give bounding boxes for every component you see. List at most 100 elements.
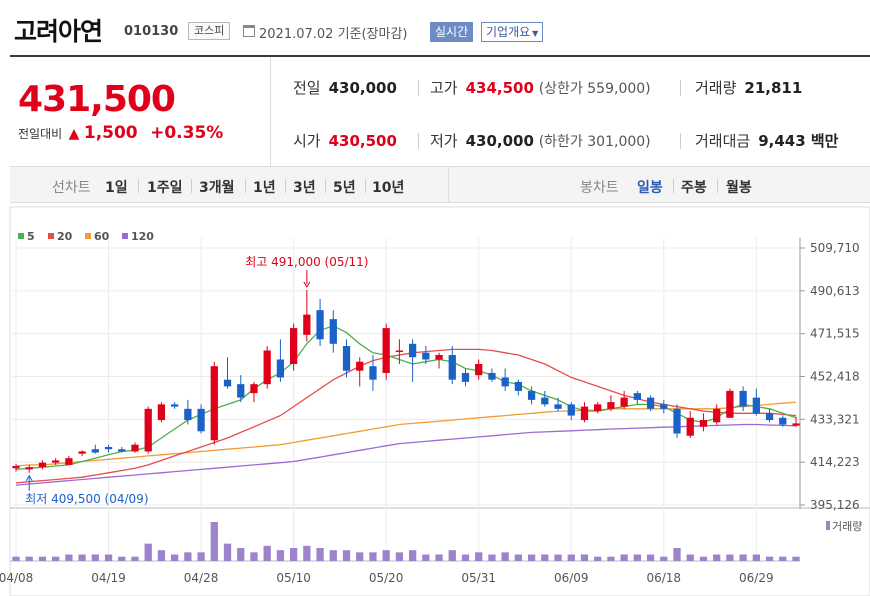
volume-bar bbox=[171, 554, 179, 561]
company-overview-button[interactable]: 기업개요 ▼ bbox=[481, 22, 544, 42]
candle bbox=[382, 323, 390, 380]
volume-bar bbox=[554, 554, 562, 561]
x-tick-label: 06/29 bbox=[739, 571, 774, 585]
realtime-button[interactable]: 실시간 bbox=[430, 22, 474, 42]
chevron-down-icon: ▼ bbox=[532, 29, 539, 38]
candle bbox=[461, 368, 470, 387]
volume-bar bbox=[792, 556, 800, 561]
candle-body bbox=[131, 444, 139, 452]
candle-body bbox=[699, 420, 708, 427]
candle-body bbox=[620, 397, 628, 407]
current-price: 431,500 bbox=[18, 79, 176, 120]
period-separator bbox=[285, 179, 286, 193]
change-label: 전일대비 bbox=[18, 127, 63, 141]
volume-bar bbox=[527, 554, 536, 561]
candle-body bbox=[673, 408, 681, 434]
period-3month[interactable]: 3개월 bbox=[199, 180, 235, 196]
date-basis: 2021.07.02 기준(장마감) bbox=[259, 27, 408, 42]
candle bbox=[554, 397, 562, 412]
candle bbox=[620, 390, 628, 409]
volume-bar bbox=[752, 554, 760, 561]
volume-bar bbox=[25, 556, 33, 561]
change-amount: 1,500 bbox=[83, 123, 138, 143]
y-tick-label: 433,321 bbox=[810, 412, 860, 426]
period-3year[interactable]: 3년 bbox=[293, 180, 316, 196]
period-separator bbox=[365, 179, 366, 193]
volume-bar bbox=[237, 548, 245, 561]
candle-body bbox=[197, 408, 205, 432]
legend-swatch bbox=[48, 233, 54, 239]
candle bbox=[276, 339, 285, 382]
candle-daily[interactable]: 일봉 bbox=[637, 180, 663, 196]
candle-body bbox=[607, 402, 615, 409]
volume-bar bbox=[65, 554, 73, 561]
candle bbox=[144, 406, 152, 454]
period-separator bbox=[138, 179, 139, 193]
candle-body bbox=[527, 390, 536, 400]
volume-bar bbox=[369, 552, 377, 561]
x-tick-label: 04/28 bbox=[184, 571, 219, 585]
y-tick-label: 490,613 bbox=[810, 284, 860, 298]
volume-label: 거래량 bbox=[695, 79, 737, 97]
calendar-icon bbox=[243, 25, 255, 37]
volume-bar bbox=[739, 554, 747, 561]
y-tick-label: 471,515 bbox=[810, 327, 860, 341]
chart-period-bar: 선차트 1일 1주일 3개월 1년 3년 5년 10년 봉차트 일봉 주봉 월봉 bbox=[10, 167, 870, 203]
volume-bar bbox=[408, 550, 417, 561]
candle bbox=[408, 339, 417, 382]
period-1week[interactable]: 1주일 bbox=[147, 180, 183, 196]
volume-bar bbox=[541, 554, 549, 561]
period-10year[interactable]: 10년 bbox=[372, 180, 405, 196]
volume-bar bbox=[342, 550, 351, 561]
volume-bar bbox=[620, 554, 628, 561]
candle bbox=[501, 368, 509, 391]
candle-body bbox=[382, 328, 390, 373]
legend-swatch bbox=[122, 233, 128, 239]
candle bbox=[673, 404, 681, 438]
candle-body bbox=[223, 379, 232, 387]
lower-limit: (하한가 301,000) bbox=[538, 134, 651, 150]
candle bbox=[607, 395, 615, 412]
candle-body bbox=[316, 310, 324, 340]
candle bbox=[316, 298, 324, 347]
candle bbox=[223, 357, 232, 389]
candle-body bbox=[118, 449, 126, 452]
candle-body bbox=[646, 397, 655, 409]
period-5year[interactable]: 5년 bbox=[333, 180, 356, 196]
trade-value-value: 9,443 백만 bbox=[758, 132, 839, 150]
volume-bar bbox=[382, 550, 390, 561]
volume-bar bbox=[144, 543, 152, 561]
up-arrow-icon: ▲ bbox=[68, 126, 80, 142]
x-tick-label: 05/31 bbox=[461, 571, 496, 585]
volume-bar bbox=[514, 554, 523, 561]
candle bbox=[303, 289, 311, 342]
volume-bar bbox=[38, 556, 47, 561]
candle-body bbox=[12, 466, 20, 469]
chart-frame bbox=[9, 206, 870, 596]
candle-body bbox=[726, 390, 734, 418]
period-1year[interactable]: 1년 bbox=[253, 180, 276, 196]
change-percent: +0.35% bbox=[150, 123, 224, 143]
candlestick-chart[interactable]: 5 20 60 120 509,710 490,613 471,515 452,418 433,… bbox=[0, 205, 870, 596]
x-tick-label: 06/09 bbox=[554, 571, 589, 585]
candle bbox=[65, 455, 73, 465]
candle bbox=[356, 357, 364, 387]
x-tick-label: 06/18 bbox=[646, 571, 681, 585]
period-1day[interactable]: 1일 bbox=[105, 180, 128, 196]
candle bbox=[369, 355, 377, 391]
volume-bar bbox=[765, 556, 774, 561]
stock-code: 010130 bbox=[124, 24, 179, 39]
candle-weekly[interactable]: 주봉 bbox=[681, 180, 707, 196]
candle-body bbox=[739, 390, 747, 407]
candle-body bbox=[38, 462, 47, 468]
candle-body bbox=[144, 408, 152, 452]
candle-body bbox=[303, 314, 311, 335]
candle-monthly[interactable]: 월봉 bbox=[726, 180, 752, 196]
x-tick-label: 05/10 bbox=[276, 571, 311, 585]
candle-body bbox=[792, 423, 800, 426]
candle bbox=[422, 346, 430, 364]
period-bar-divider bbox=[448, 167, 449, 203]
volume-bar bbox=[250, 552, 258, 561]
volume-bar bbox=[461, 554, 470, 561]
legend-label-ma120: 120 bbox=[131, 230, 154, 243]
